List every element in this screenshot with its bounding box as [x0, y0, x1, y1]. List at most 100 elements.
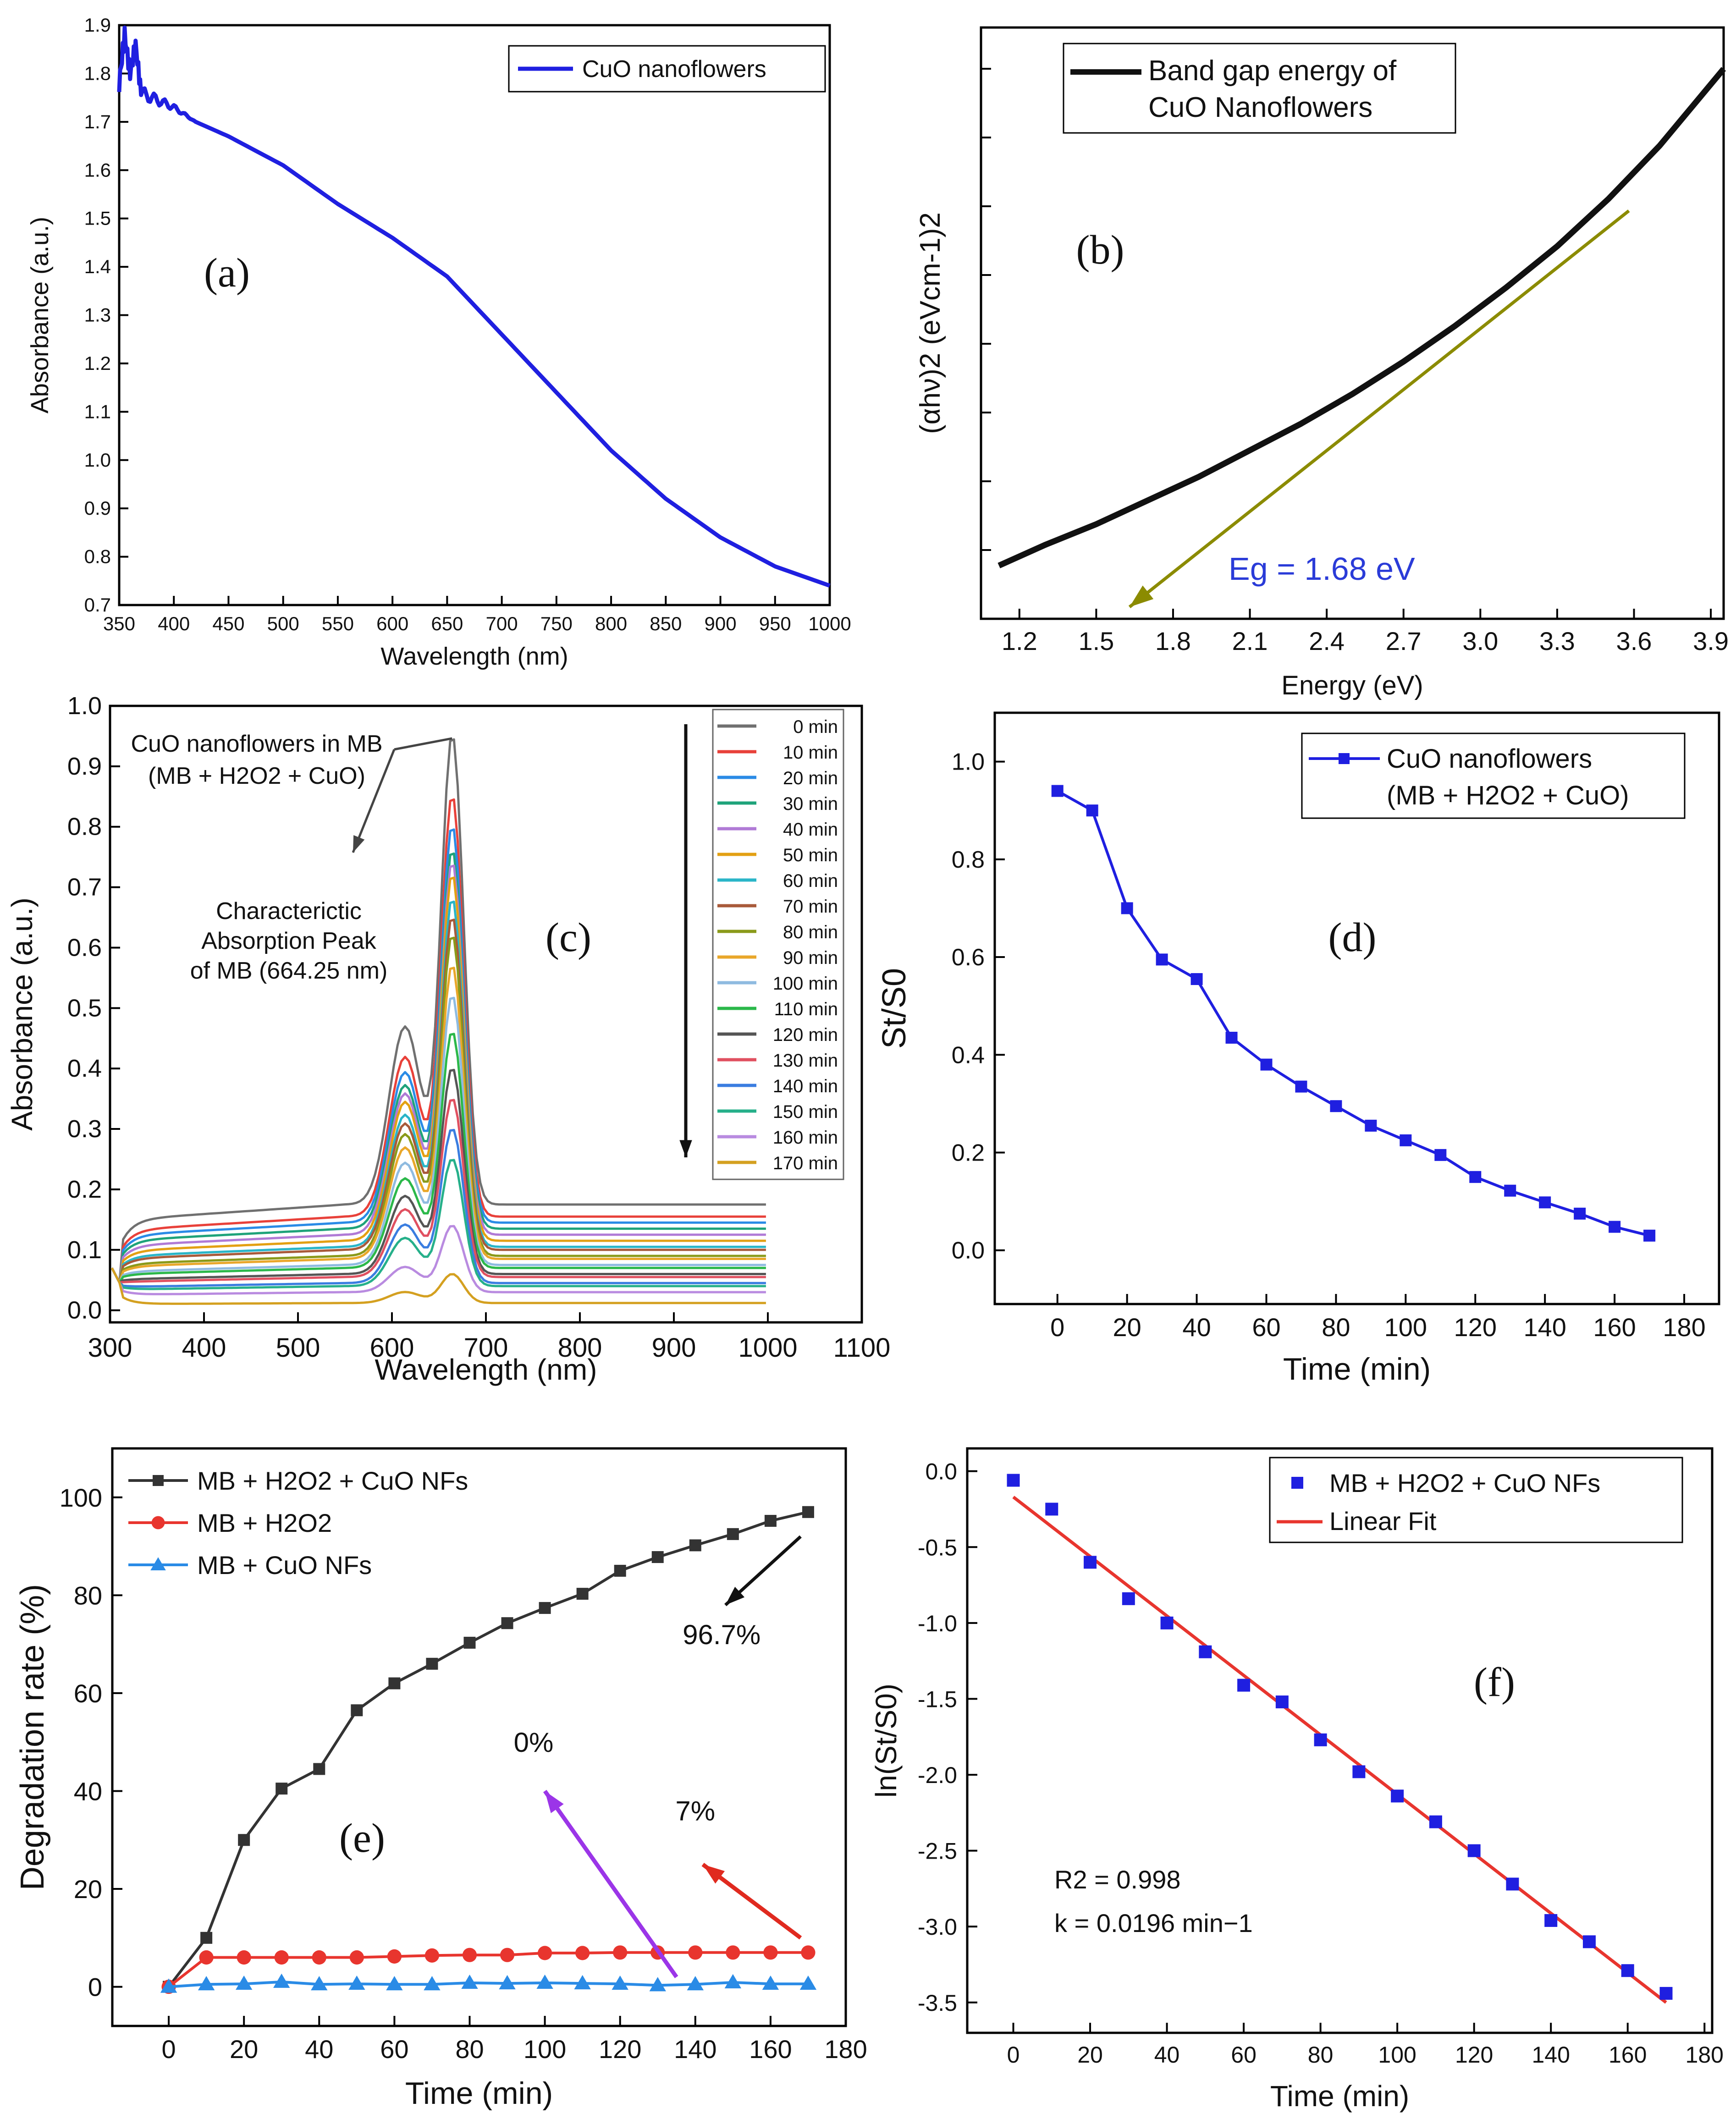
legend-marker	[150, 1557, 166, 1570]
data-point	[237, 1950, 251, 1965]
arrow-0-head	[545, 1791, 564, 1813]
x-tick-label: 100	[524, 2035, 566, 2064]
legend-entry: CuO nanoflowers	[582, 56, 766, 83]
x-tick-label: 120	[599, 2035, 641, 2064]
legend-entry: 80 min	[783, 922, 838, 942]
data-point	[424, 1948, 440, 1963]
x-tick-label: 400	[182, 1333, 226, 1363]
panel-b-chart: 1.2 1.5 1.8 2.1 2.4 2.7 3.0 3.3 3.6 3.9 Energy (eV…	[915, 26, 1729, 700]
data-point	[1160, 1616, 1174, 1629]
y-tick-label: -1.5	[918, 1686, 957, 1712]
y-tick-label: 0.2	[67, 1176, 102, 1203]
legend-entry: 120 min	[773, 1025, 838, 1045]
data-point	[764, 1515, 777, 1527]
x-tick-label: 160	[1609, 2042, 1647, 2068]
data-point	[273, 1973, 290, 1988]
y-tick-label: 0.8	[84, 546, 111, 567]
x-tick-label: 160	[1593, 1313, 1636, 1342]
peak-arrow-shaft	[352, 749, 396, 853]
spectrum-line	[110, 1128, 766, 1288]
legend-entry: Band gap energy of	[1148, 55, 1397, 87]
panel-e-frame	[111, 1447, 847, 2027]
data-point	[388, 1677, 401, 1690]
data-point	[763, 1945, 778, 1960]
x-tick-label: 500	[267, 613, 299, 634]
y-tick-label: 0.7	[67, 874, 102, 901]
y-axis-label: Absorbance (a.u.)	[6, 897, 39, 1131]
x-tick-label: 2.1	[1232, 627, 1268, 655]
legend-box	[712, 709, 844, 1180]
data-point	[348, 1975, 365, 1990]
x-tick-label: 3.3	[1539, 627, 1575, 655]
annotation-7: 7%	[675, 1796, 715, 1827]
x-tick-label: 120	[1455, 2042, 1493, 2068]
data-point	[1352, 1765, 1366, 1778]
y-tick-label: 0	[88, 1973, 102, 2002]
legend-entry: 170 min	[773, 1153, 838, 1173]
data-point	[276, 1783, 288, 1795]
data-point	[1314, 1733, 1327, 1746]
y-tick-label: 60	[74, 1679, 102, 1708]
data-point	[1467, 1844, 1481, 1857]
legend-entry: 130 min	[773, 1051, 838, 1071]
data-point	[386, 1976, 403, 1991]
y-tick-label: 0.1	[67, 1236, 102, 1264]
x-tick-label: 20	[1077, 2042, 1103, 2068]
y-tick-label: 1.8	[84, 62, 111, 84]
data-point	[312, 1950, 326, 1965]
data-point	[799, 1975, 817, 1990]
y-axis-label: (αhν)2 (eVcm-1)2	[915, 212, 946, 434]
data-point	[500, 1948, 515, 1962]
spectrum-line	[110, 738, 766, 1284]
legend-entry: 90 min	[783, 948, 838, 968]
legend-entry: 150 min	[773, 1102, 838, 1122]
x-tick-label: 140	[674, 2035, 716, 2064]
data-point	[463, 1636, 476, 1649]
tangent-arrow-shaft	[1128, 209, 1630, 608]
y-tick-label: 0.4	[67, 1055, 102, 1082]
annotation-96: 96.7%	[683, 1619, 761, 1650]
data-point	[574, 1975, 591, 1990]
x-tick-label: 700	[486, 613, 518, 634]
data-point	[424, 1976, 441, 1991]
y-tick-label: 0.9	[67, 753, 102, 780]
data-point	[801, 1945, 816, 1960]
stat-r2: R2 = 0.998	[1054, 1865, 1181, 1894]
data-point	[1225, 1031, 1238, 1044]
y-tick-label: 0.3	[67, 1115, 102, 1143]
y-tick-label: 0.8	[67, 813, 102, 841]
legend-entry: 70 min	[783, 897, 838, 917]
y-tick-label: 0.6	[67, 934, 102, 961]
data-point	[235, 1975, 253, 1990]
x-tick-label: 1.8	[1155, 627, 1191, 655]
peak-arrow-head	[353, 835, 365, 853]
x-tick-label: 180	[824, 2035, 867, 2064]
data-point	[724, 1974, 742, 1988]
data-point	[687, 1976, 704, 1991]
data-point	[313, 1763, 325, 1775]
x-tick-label: 0	[161, 2035, 176, 2064]
data-point	[1122, 1592, 1135, 1605]
y-tick-label: 0.0	[67, 1297, 102, 1324]
x-tick-label: 800	[558, 1333, 602, 1363]
annotation-0: 0%	[514, 1727, 554, 1758]
y-tick-label: 1.6	[84, 159, 111, 181]
panel-label: (f)	[1474, 1660, 1515, 1705]
legend-marker	[153, 1475, 164, 1486]
x-tick-label: 450	[212, 613, 244, 634]
legend-entry: MB + H2O2	[197, 1508, 332, 1537]
y-tick-label: -2.5	[918, 1838, 957, 1864]
data-point	[238, 1834, 250, 1846]
tangent-arrow-head	[1130, 585, 1154, 607]
x-tick-label: 80	[1322, 1313, 1350, 1342]
y-axis-label: St/S0	[876, 968, 913, 1049]
data-point	[1659, 1987, 1673, 2000]
legend-box	[1063, 43, 1456, 134]
x-tick-label: 100	[1378, 2042, 1416, 2068]
x-tick-label: 40	[1182, 1313, 1211, 1342]
data-point	[726, 1945, 740, 1960]
arrow-0-shaft	[543, 1789, 678, 1978]
panel-f-frame	[966, 1447, 1714, 2034]
x-tick-label: 300	[88, 1333, 132, 1363]
panel-d-chart: 0 20 40 60 80 100 120 140 160 180 0.0 0.2 0.4 0.6 0.8 1…	[876, 711, 1720, 1387]
